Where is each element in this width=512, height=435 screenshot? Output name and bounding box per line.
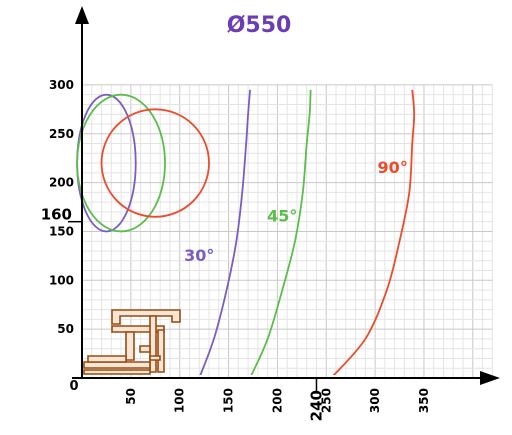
- y-tick-label: 100: [49, 273, 74, 287]
- angle-curves: [199, 89, 416, 375]
- range-ellipse: [76, 93, 166, 233]
- y-tick-label: 150: [49, 224, 74, 238]
- y-tick-label: 200: [49, 176, 74, 190]
- origin-label: 0: [69, 379, 78, 394]
- profile-shape: [111, 309, 181, 325]
- curve-line: [250, 89, 312, 375]
- curve-labels: 30° 45° 90°: [184, 158, 408, 265]
- profile-shape: [149, 355, 161, 361]
- profile-shape: [139, 345, 151, 353]
- ellipses: [76, 93, 210, 233]
- x-tick-label: 350: [417, 388, 431, 413]
- x-axis-arrow: [480, 371, 500, 385]
- range-ellipse: [100, 108, 210, 218]
- y-mark-label: 160: [41, 206, 72, 224]
- x-tick-label: 100: [173, 388, 187, 413]
- profile-shape: [157, 329, 165, 373]
- x-tick-label: 200: [270, 388, 284, 413]
- profile-shape: [87, 355, 127, 363]
- curve-label: 90°: [378, 158, 408, 177]
- window-profile: [83, 309, 181, 375]
- curve-label: 45°: [267, 207, 297, 226]
- x-tick-label: 50: [124, 388, 138, 405]
- y-tick-label: 300: [49, 78, 74, 92]
- x-tick-label: 150: [222, 388, 236, 413]
- curve-line: [332, 89, 416, 375]
- profile-shape: [83, 361, 151, 369]
- profile-shape: [125, 331, 135, 361]
- axes: 0: [69, 6, 500, 394]
- profile-shape: [83, 369, 151, 375]
- x-mark-label: 240: [307, 390, 325, 421]
- y-axis-arrow: [75, 6, 89, 24]
- y-tick-label: 50: [57, 322, 74, 336]
- x-tick-label: 300: [368, 388, 382, 413]
- curve-label: 30°: [184, 246, 214, 265]
- grid: [82, 84, 493, 378]
- x-tick-label: 250: [319, 388, 333, 413]
- y-tick-label: 250: [49, 127, 74, 141]
- profile-shape: [149, 315, 157, 373]
- chart-title: Ø550: [227, 13, 292, 38]
- ticks: 50 100 150 200 250 300 350 50 100 150 200 250 300 160…: [41, 78, 431, 421]
- curve-line: [199, 89, 251, 375]
